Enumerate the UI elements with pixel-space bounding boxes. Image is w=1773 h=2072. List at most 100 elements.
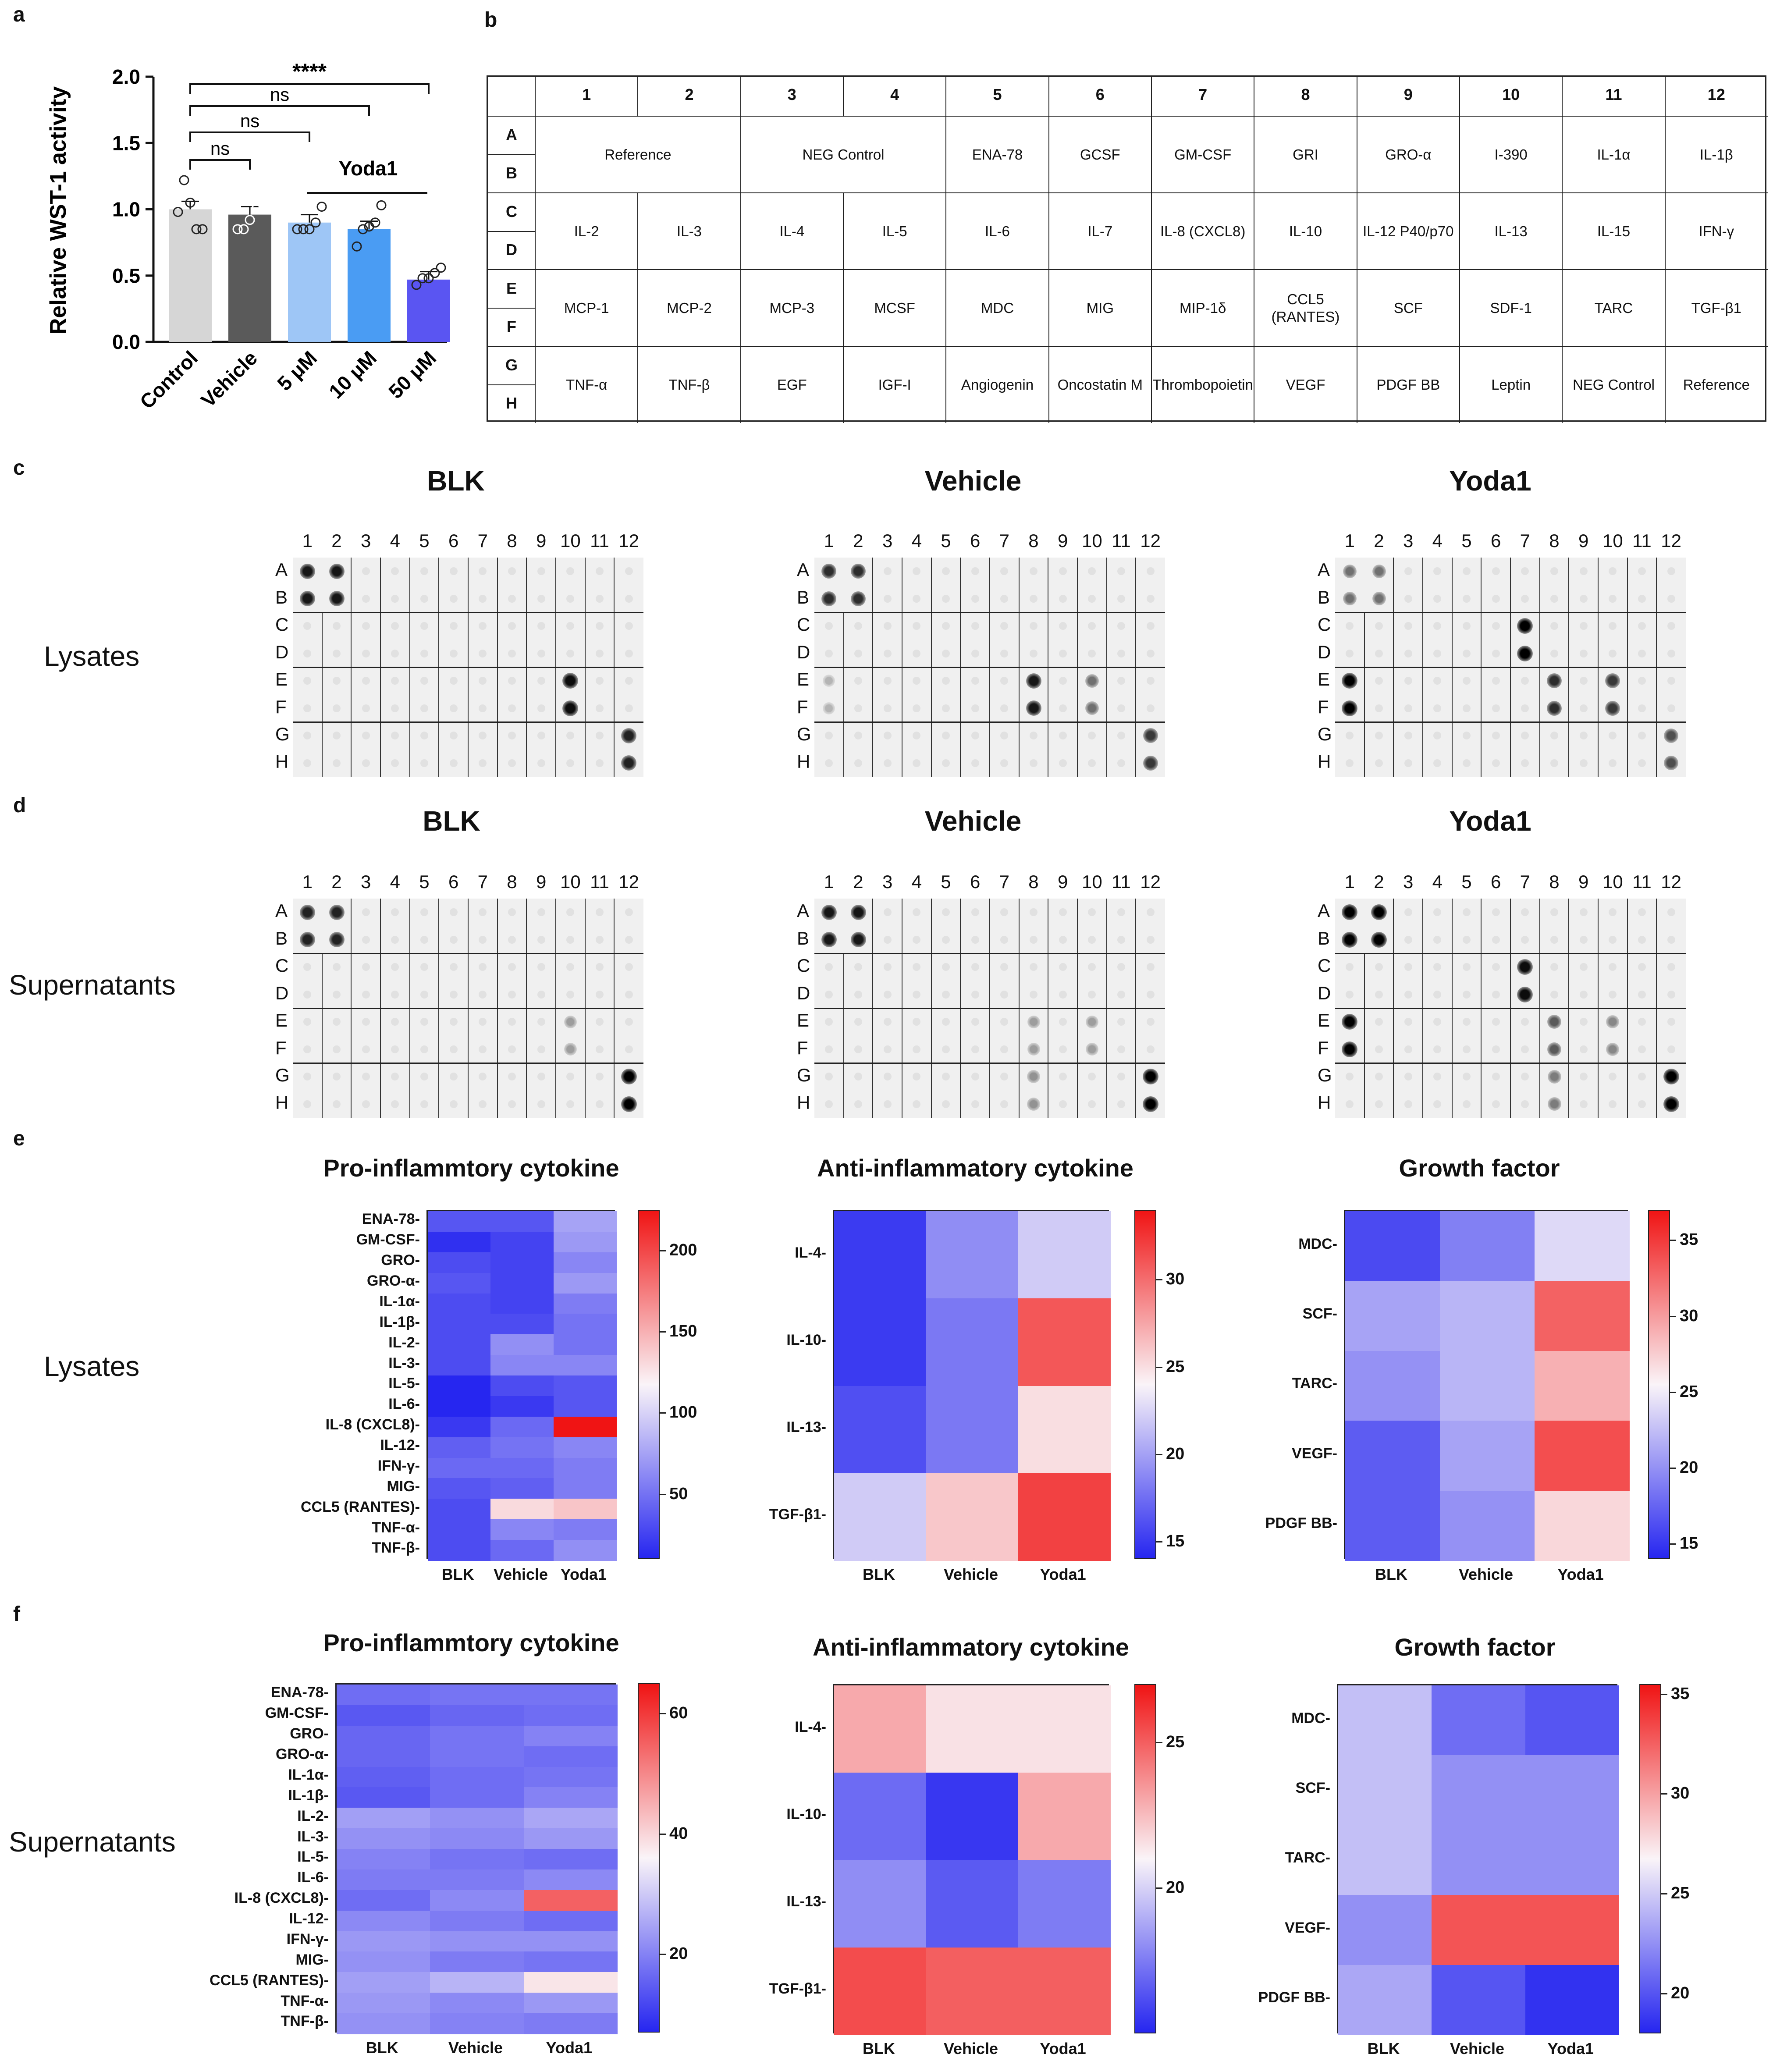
blot-spot <box>329 932 345 948</box>
blot-spot-faint <box>362 759 370 767</box>
blot-spot-faint <box>566 1100 575 1108</box>
heatmap-cell <box>337 1869 431 1891</box>
heatmap-row-label: CCL5 (RANTES)- <box>210 1972 329 1989</box>
blot-hline <box>293 1063 643 1064</box>
blot-spot-faint <box>625 963 633 971</box>
blot-spot-faint <box>449 649 458 657</box>
blot-spot-faint <box>1088 594 1096 603</box>
blot-spot <box>821 591 837 606</box>
heatmap-row-label: IL-4- <box>795 1244 826 1261</box>
heatmap-row-label: IL-4- <box>795 1718 826 1735</box>
blot-spot-faint <box>1375 1045 1383 1053</box>
heatmap-cell <box>430 1951 524 1973</box>
blot-hline <box>293 667 643 668</box>
panel-label-a: a <box>13 3 25 26</box>
blot-spot-faint <box>883 732 892 740</box>
blot-spot-faint <box>1000 677 1009 685</box>
heatmap-cell <box>337 1705 431 1726</box>
blot-spot-faint <box>420 990 428 999</box>
blot-spot-faint <box>883 963 892 971</box>
blot-spot-faint <box>1433 704 1442 712</box>
blot-spot-faint <box>1404 759 1412 767</box>
heatmap-cell <box>1525 1965 1619 2035</box>
colorbar <box>1639 1684 1661 2033</box>
blot-spot-faint <box>1346 732 1354 740</box>
blot-spot-faint <box>1059 1100 1067 1108</box>
colorbar-tick-label: 40 <box>669 1824 688 1843</box>
heatmap-cell <box>553 1499 617 1520</box>
heatmap-cell <box>430 1705 524 1726</box>
table-col-header: 9 <box>1403 85 1413 103</box>
blot-spot-faint <box>1146 908 1155 917</box>
heatmap-cell <box>430 1828 524 1850</box>
blot-spot-faint <box>1550 1073 1558 1081</box>
heatmap-cell <box>490 1416 554 1438</box>
colorbar-tick-label: 150 <box>669 1322 697 1341</box>
blot-row-label: D <box>797 982 810 1003</box>
blot-spot-faint <box>1667 908 1675 917</box>
blot-spot-faint <box>1463 732 1471 740</box>
blot-spot <box>821 904 837 920</box>
blot-spot-faint <box>1667 704 1675 712</box>
y-tick-label: 0.5 <box>112 264 140 287</box>
blot-spot-faint <box>449 1100 458 1108</box>
table-vline <box>535 77 536 116</box>
table-vline <box>945 270 947 346</box>
blot-spot-faint <box>596 732 604 740</box>
blot-spot-faint <box>303 704 312 712</box>
blot-spot-faint <box>1550 622 1558 630</box>
blot-spot <box>1342 673 1358 689</box>
blot-spot-faint <box>1059 1073 1067 1081</box>
data-point <box>310 217 321 228</box>
data-point <box>179 175 189 185</box>
blot-spot-faint <box>1030 759 1038 767</box>
blot-spot-faint <box>1346 1073 1354 1081</box>
blot-spot-faint <box>479 1073 487 1081</box>
blot-spot-faint <box>1030 990 1038 999</box>
blot-spot-faint <box>1088 1045 1096 1053</box>
blot-spot-faint <box>479 963 487 971</box>
blot-spot-faint <box>1059 990 1067 999</box>
heatmap-row-label: IL-2- <box>388 1334 420 1351</box>
blot-spot-faint <box>883 908 892 917</box>
blot-spot-faint <box>1117 594 1125 603</box>
table-col-header: 1 <box>582 85 591 103</box>
blot-spot-faint <box>1000 1073 1009 1081</box>
table-vline <box>1459 346 1460 423</box>
blot-spot-faint <box>1059 732 1067 740</box>
blot-spot-faint <box>566 759 575 767</box>
blot-col-label: 8 <box>1549 871 1560 892</box>
blot-d-blk <box>293 899 643 1118</box>
blot-row-label: H <box>797 751 810 772</box>
blot-spot <box>1342 1014 1358 1030</box>
blot-spot-faint <box>1492 759 1500 767</box>
table-cell-analyte: TNF-β <box>668 376 710 393</box>
blot-spot-faint <box>333 677 341 685</box>
blot-row-label: A <box>1318 900 1330 921</box>
blot-col-label: 6 <box>970 871 981 892</box>
bracket-5uM <box>189 131 310 142</box>
blot-spot-faint <box>1059 963 1067 971</box>
blot-row-label: G <box>275 724 290 744</box>
blot-spot-faint <box>391 677 399 685</box>
table-hline <box>488 192 535 193</box>
table-col-header: 8 <box>1301 85 1310 103</box>
blot-spot-faint <box>1579 649 1588 657</box>
blot-spot-faint <box>362 1018 370 1026</box>
heatmap-row-label: IFN-γ- <box>286 1930 329 1948</box>
x-tick-label: 50 μM <box>384 346 441 403</box>
table-cell-analyte: NEG Control <box>1572 376 1655 393</box>
table-cell-analyte: SCF <box>1393 299 1423 316</box>
blot-spot <box>1547 1015 1561 1029</box>
bracket-10uM <box>189 105 370 116</box>
heatmap-cell <box>1432 1965 1526 2035</box>
heatmap-cell <box>523 1972 618 1994</box>
heatmap-title-e-anti: Anti-inflammatory cytokine <box>817 1154 1133 1182</box>
heatmap-cell <box>428 1334 491 1356</box>
blot-spot <box>1547 673 1562 689</box>
blot-spot-faint <box>420 1100 428 1108</box>
blot-spot-faint <box>1000 649 1009 657</box>
blot-spot-faint <box>1667 1018 1675 1026</box>
heatmap-cell <box>1440 1490 1535 1561</box>
panel-label-c: c <box>13 456 25 480</box>
